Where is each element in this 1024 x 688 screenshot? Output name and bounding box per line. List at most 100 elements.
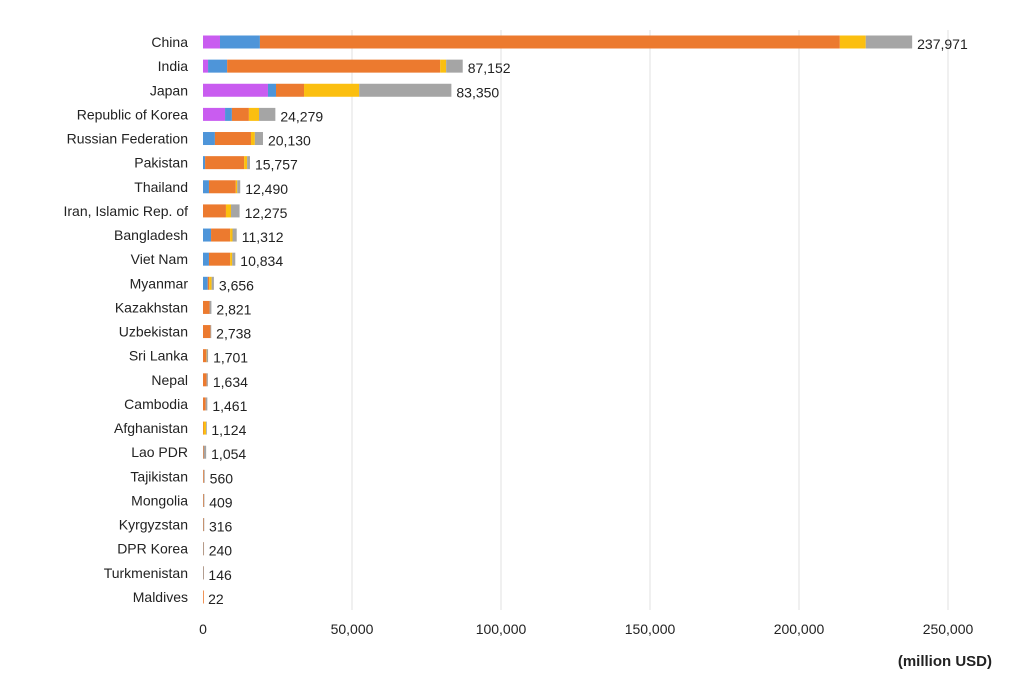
- bar-segment-series-4: [250, 132, 255, 146]
- total-value-label: 15,757: [255, 157, 298, 173]
- total-value-label: 240: [209, 543, 233, 559]
- x-tick-label: 250,000: [923, 621, 974, 637]
- bar-segment-series-2: [267, 83, 277, 97]
- bar-segment-series-3: [203, 493, 204, 507]
- category-label: Nepal: [151, 372, 188, 388]
- total-value-label: 1,124: [211, 422, 246, 438]
- bar-segment-series-3: [203, 373, 207, 387]
- category-label: Cambodia: [124, 396, 188, 412]
- total-value-label: 24,279: [280, 108, 323, 124]
- category-label: DPR Korea: [117, 541, 188, 557]
- bar-segment-series-4: [209, 276, 212, 290]
- bar-segment-series-4: [248, 107, 260, 121]
- bar-segment-series-1: [203, 107, 226, 121]
- bar-segment-series-3: [203, 204, 226, 218]
- total-value-label: 1,701: [213, 350, 248, 366]
- total-value-label: 22: [208, 591, 224, 607]
- bar-segment-series-5: [205, 397, 208, 411]
- bar-segment-series-5: [254, 132, 263, 146]
- category-label: Turkmenistan: [104, 565, 188, 581]
- bar-segment-series-2: [203, 132, 215, 146]
- bar-segment-series-5: [209, 300, 212, 314]
- total-value-label: 12,490: [245, 181, 288, 197]
- bar-segment-series-5: [206, 373, 208, 387]
- bar-segment-series-2: [208, 59, 228, 73]
- category-label: China: [151, 34, 188, 50]
- x-tick-label: 50,000: [331, 621, 374, 637]
- total-value-label: 20,130: [268, 133, 311, 149]
- bar-segment-series-5: [206, 349, 209, 363]
- x-axis-label: (million USD): [898, 653, 992, 670]
- total-value-label: 237,971: [917, 36, 968, 52]
- category-label: Viet Nam: [131, 251, 188, 267]
- total-value-label: 3,656: [219, 277, 254, 293]
- category-label: Republic of Korea: [77, 106, 189, 122]
- bar-segment-series-2: [203, 252, 209, 266]
- bar-segment-series-3: [203, 325, 211, 339]
- category-label: Sri Lanka: [129, 348, 188, 364]
- total-value-label: 10,834: [240, 253, 283, 269]
- bar-segment-series-5: [205, 421, 207, 435]
- bar-segment-series-4: [839, 35, 866, 49]
- category-label: Kyrgyzstan: [119, 517, 188, 533]
- bar-segment-series-4: [440, 59, 447, 73]
- bar-segment-series-4: [230, 252, 233, 266]
- bar-segment-series-3: [259, 35, 840, 49]
- total-value-label: 1,054: [211, 446, 246, 462]
- category-label: Tajikistan: [130, 468, 188, 484]
- category-label: Bangladesh: [114, 227, 188, 243]
- bar-segment-series-3: [203, 518, 204, 532]
- x-tick-label: 150,000: [625, 621, 676, 637]
- total-value-label: 2,738: [216, 326, 251, 342]
- bar-segment-series-5: [203, 542, 205, 556]
- bar-segment-series-5: [203, 493, 205, 507]
- category-label: Lao PDR: [131, 444, 188, 460]
- bar-segment-series-5: [211, 276, 214, 290]
- total-value-label: 12,275: [245, 205, 288, 221]
- category-label: Pakistan: [134, 155, 188, 171]
- bar-segment-series-5: [203, 445, 207, 459]
- x-tick-label: 100,000: [476, 621, 527, 637]
- bar-segment-series-5: [231, 204, 240, 218]
- bar-segment-series-1: [203, 59, 209, 73]
- total-value-label: 316: [209, 519, 233, 535]
- category-label: Myanmar: [130, 275, 189, 291]
- bar-segment-series-3: [276, 83, 305, 97]
- category-label: Uzbekistan: [119, 324, 188, 340]
- bar-segment-series-5: [210, 325, 212, 339]
- total-value-label: 409: [209, 494, 233, 510]
- category-label: Iran, Islamic Rep. of: [64, 203, 189, 219]
- bar-segment-series-3: [203, 300, 210, 314]
- category-label: Maldives: [133, 589, 188, 605]
- category-label: India: [158, 58, 189, 74]
- bar-segment-series-5: [203, 469, 205, 483]
- bar-segment-series-3: [203, 469, 204, 483]
- bar-segment-series-4: [230, 228, 233, 242]
- bar-segment-series-3: [203, 445, 204, 459]
- bar-segment-series-5: [232, 228, 237, 242]
- category-label: Thailand: [134, 179, 188, 195]
- total-value-label: 83,350: [456, 84, 499, 100]
- bar-segment-series-3: [211, 228, 231, 242]
- total-value-label: 1,634: [213, 374, 248, 390]
- bar-segment-series-3: [214, 132, 251, 146]
- bar-segment-series-3: [208, 180, 236, 194]
- gridlines: [351, 30, 949, 610]
- bars: [203, 35, 913, 604]
- category-label: Japan: [150, 82, 188, 98]
- total-value-label: 11,312: [242, 229, 284, 245]
- bar-segment-series-1: [203, 83, 268, 97]
- bar-segment-series-3: [231, 107, 249, 121]
- bar-segment-series-1: [203, 35, 220, 49]
- bar-segment-series-3: [203, 397, 206, 411]
- bar-segment-series-3: [203, 421, 204, 435]
- bar-segment-series-2: [203, 228, 212, 242]
- category-labels: China India Japan Republic of Korea Russian …: [64, 34, 189, 605]
- bar-segment-series-5: [359, 83, 452, 97]
- total-value-label: 2,821: [216, 301, 251, 317]
- bar-segment-series-4: [235, 180, 238, 194]
- bar-segment-series-4: [244, 156, 248, 170]
- bar-segment-series-2: [203, 180, 209, 194]
- bar-segment-series-3: [208, 252, 231, 266]
